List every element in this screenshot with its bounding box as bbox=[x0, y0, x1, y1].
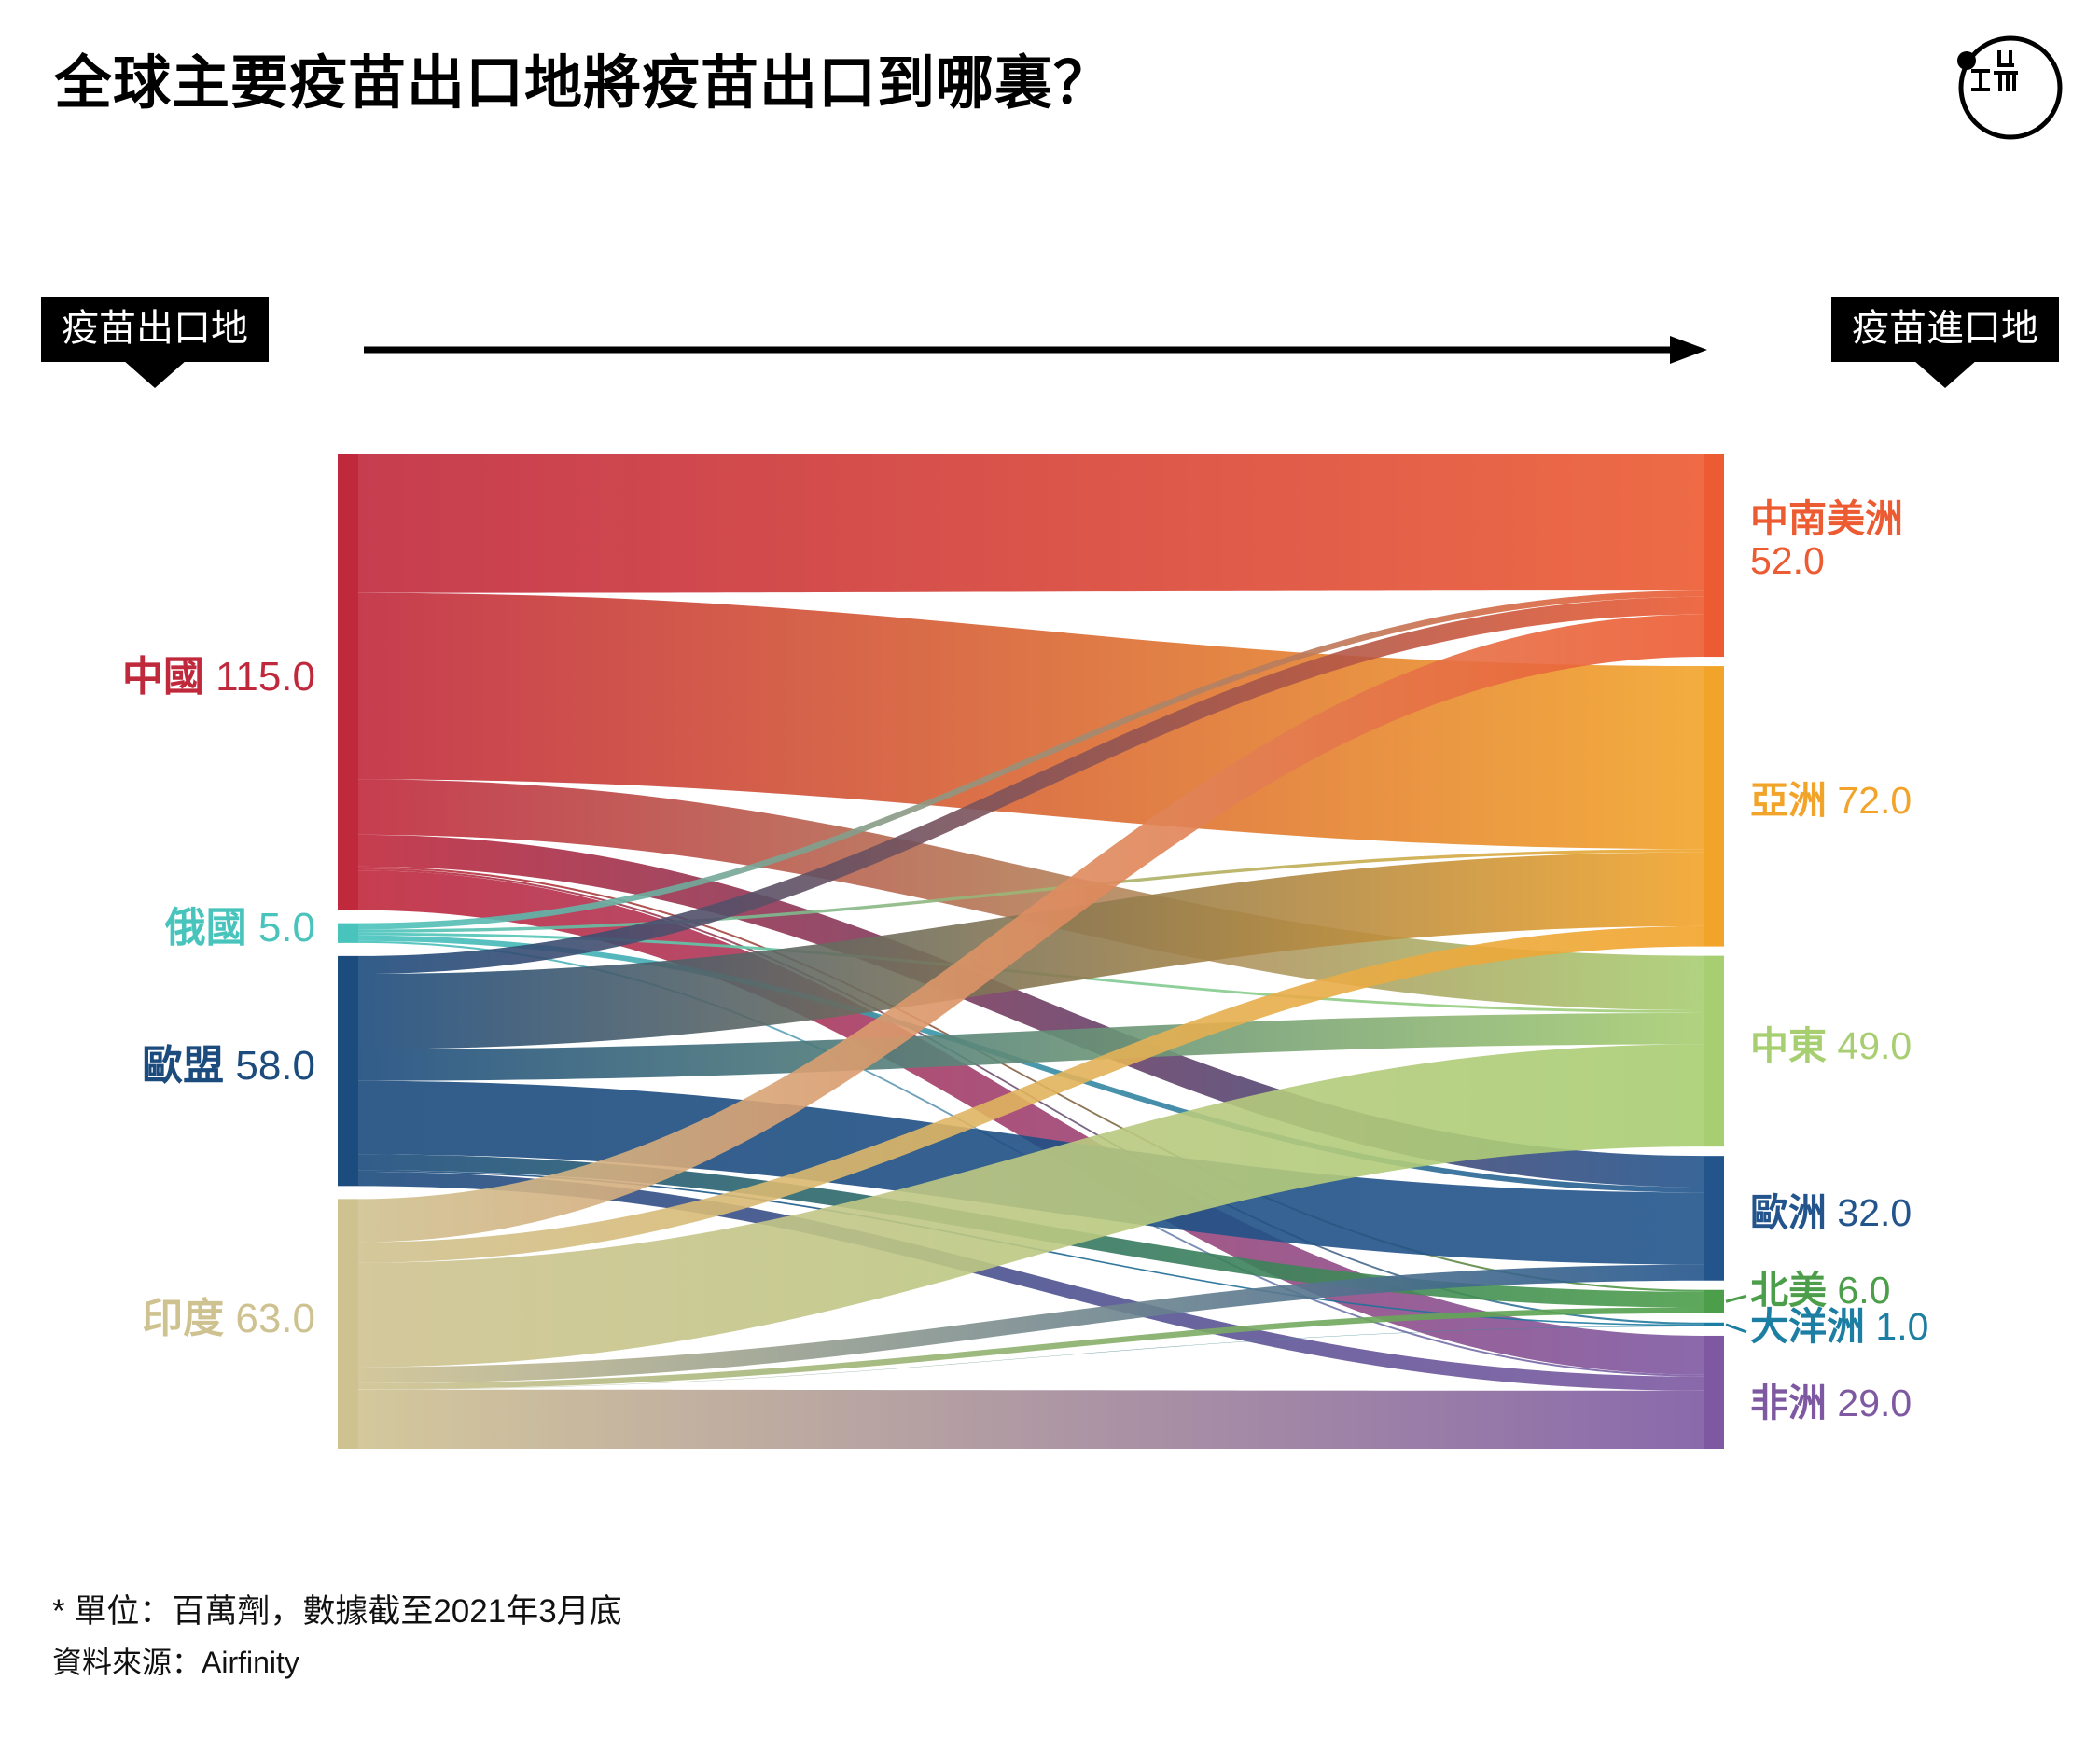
sankey-node-nam bbox=[1704, 1289, 1724, 1313]
sankey-link-eu-to-nam bbox=[358, 1154, 1704, 1308]
node-label-name-latam: 中南美洲 bbox=[1750, 496, 1903, 540]
node-label-in: 印度 63.0 bbox=[142, 1296, 315, 1341]
node-label-oce: 大洋洲 1.0 bbox=[1750, 1304, 1929, 1349]
sankey-link-in-to-nam bbox=[358, 1307, 1704, 1390]
badge-pointer-left bbox=[123, 360, 187, 388]
sankey-node-group bbox=[338, 454, 1724, 1449]
node-label-value-cn: 115.0 bbox=[216, 654, 315, 701]
sankey-link-cn-to-meast bbox=[358, 779, 1704, 1011]
node-label-asia: 亞洲 72.0 bbox=[1750, 779, 1912, 823]
sankey-link-ru-to-eur bbox=[358, 935, 1704, 1193]
sankey-link-in-to-oce bbox=[358, 1326, 1704, 1390]
sankey-node-eur bbox=[1704, 1156, 1724, 1281]
node-label-value-ru: 5.0 bbox=[257, 905, 315, 951]
badge-import-destination: 疫苗進口地 bbox=[1831, 297, 2059, 388]
sankey-node-in bbox=[338, 1199, 358, 1449]
sankey-link-eu-to-afr bbox=[358, 1172, 1704, 1391]
sankey-link-in-to-eur bbox=[358, 1264, 1704, 1383]
node-label-name-meast: 中東 bbox=[1750, 1023, 1827, 1067]
node-label-value-nam: 6.0 bbox=[1837, 1269, 1891, 1312]
sankey-link-eu-to-latam bbox=[358, 596, 1704, 974]
axis-band: 疫苗出口地 疫苗進口地 bbox=[0, 297, 2100, 418]
node-label-name-eur: 歐洲 bbox=[1750, 1190, 1827, 1234]
badge-export-origin: 疫苗出口地 bbox=[41, 297, 269, 388]
footnotes: * 單位：百萬劑，數據截至2021年3月底 資料來源：Airfinity bbox=[52, 1586, 622, 1688]
sankey-link-cn-to-eur bbox=[358, 834, 1704, 1188]
sankey-link-eu-to-asia bbox=[358, 852, 1704, 1049]
node-label-name-eu: 歐盟 bbox=[142, 1043, 225, 1090]
node-label-value-eur: 32.0 bbox=[1837, 1190, 1912, 1234]
node-label-value-oce: 1.0 bbox=[1875, 1304, 1929, 1348]
node-label-cn: 中國 115.0 bbox=[122, 654, 315, 700]
sankey-link-cn-to-nam bbox=[358, 866, 1704, 1292]
sankey-link-ru-to-afr bbox=[358, 940, 1704, 1377]
sankey-link-in-to-asia bbox=[358, 925, 1704, 1263]
page-title: 全球主要疫苗出口地將疫苗出口到哪裏？ bbox=[54, 51, 1113, 116]
node-label-value-eu: 58.0 bbox=[235, 1043, 315, 1090]
sankey-link-cn-to-oce bbox=[358, 868, 1704, 1325]
node-label-name-in: 印度 bbox=[142, 1296, 225, 1342]
leader-line-nam bbox=[1725, 1294, 1747, 1303]
sankey-node-latam bbox=[1704, 454, 1724, 658]
sankey-link-in-to-afr bbox=[358, 1389, 1704, 1449]
sankey-node-ru bbox=[338, 923, 358, 943]
node-label-eu: 歐盟 58.0 bbox=[142, 1043, 315, 1089]
sankey-link-in-to-latam bbox=[358, 614, 1704, 1243]
node-label-name-ru: 俄國 bbox=[164, 905, 247, 951]
node-label-value-meast: 49.0 bbox=[1837, 1023, 1912, 1067]
node-label-name-oce: 大洋洲 bbox=[1750, 1304, 1865, 1348]
node-label-value-latam: 52.0 bbox=[1750, 539, 1825, 583]
sankey-node-cn bbox=[338, 454, 358, 910]
node-label-meast: 中東 49.0 bbox=[1750, 1023, 1912, 1068]
node-label-latam: 中南美洲 52.0 bbox=[1750, 496, 1903, 584]
sankey-node-oce bbox=[1704, 1322, 1724, 1326]
sankey-node-eu bbox=[338, 955, 358, 1187]
node-label-value-in: 63.0 bbox=[235, 1296, 315, 1342]
node-label-value-asia: 72.0 bbox=[1837, 779, 1912, 823]
sankey-leader-line-group bbox=[1725, 1294, 1747, 1334]
node-label-name-afr: 非洲 bbox=[1750, 1382, 1827, 1425]
header: 全球主要疫苗出口地將疫苗出口到哪裏？ bbox=[0, 0, 2100, 187]
sankey-link-cn-to-asia bbox=[358, 592, 1704, 850]
node-label-name-nam: 北美 bbox=[1750, 1269, 1827, 1312]
node-label-ru: 俄國 5.0 bbox=[165, 905, 315, 951]
sankey-link-cn-to-afr bbox=[358, 870, 1704, 1375]
badge-import-destination-label: 疫苗進口地 bbox=[1852, 308, 2038, 349]
sankey-node-afr bbox=[1704, 1335, 1724, 1449]
sankey-link-eu-to-oce bbox=[358, 1170, 1704, 1326]
sankey-link-ru-to-latam bbox=[358, 590, 1704, 930]
footnote-source: 資料來源：Airfinity bbox=[52, 1645, 299, 1679]
sankey-link-eu-to-eur bbox=[358, 1080, 1704, 1265]
publisher-circle-logo bbox=[1951, 30, 2065, 144]
node-label-nam: 北美 6.0 bbox=[1750, 1269, 1891, 1312]
node-label-eur: 歐洲 32.0 bbox=[1750, 1190, 1912, 1235]
node-label-value-afr: 29.0 bbox=[1837, 1382, 1912, 1425]
badge-pointer-right bbox=[1913, 360, 1977, 388]
sankey-link-ru-to-asia bbox=[358, 849, 1704, 933]
sankey-link-cn-to-latam bbox=[358, 454, 1704, 593]
node-label-afr: 非洲 29.0 bbox=[1750, 1382, 1912, 1425]
sankey-link-in-to-meast bbox=[358, 1044, 1704, 1368]
badge-export-origin-label: 疫苗出口地 bbox=[62, 308, 248, 349]
leader-line-oce bbox=[1725, 1323, 1747, 1334]
sankey-link-eu-to-meast bbox=[358, 1012, 1704, 1081]
flow-direction-arrow bbox=[364, 336, 1707, 364]
sankey-node-meast bbox=[1704, 955, 1724, 1147]
sankey-node-asia bbox=[1704, 666, 1724, 947]
footnote-unit: * 單位：百萬劑，數據截至2021年3月底 bbox=[52, 1593, 622, 1630]
node-label-name-asia: 亞洲 bbox=[1750, 779, 1827, 823]
node-label-name-cn: 中國 bbox=[121, 654, 204, 701]
sankey-link-group bbox=[358, 454, 1704, 1449]
sankey-link-ru-to-meast bbox=[358, 932, 1704, 1013]
